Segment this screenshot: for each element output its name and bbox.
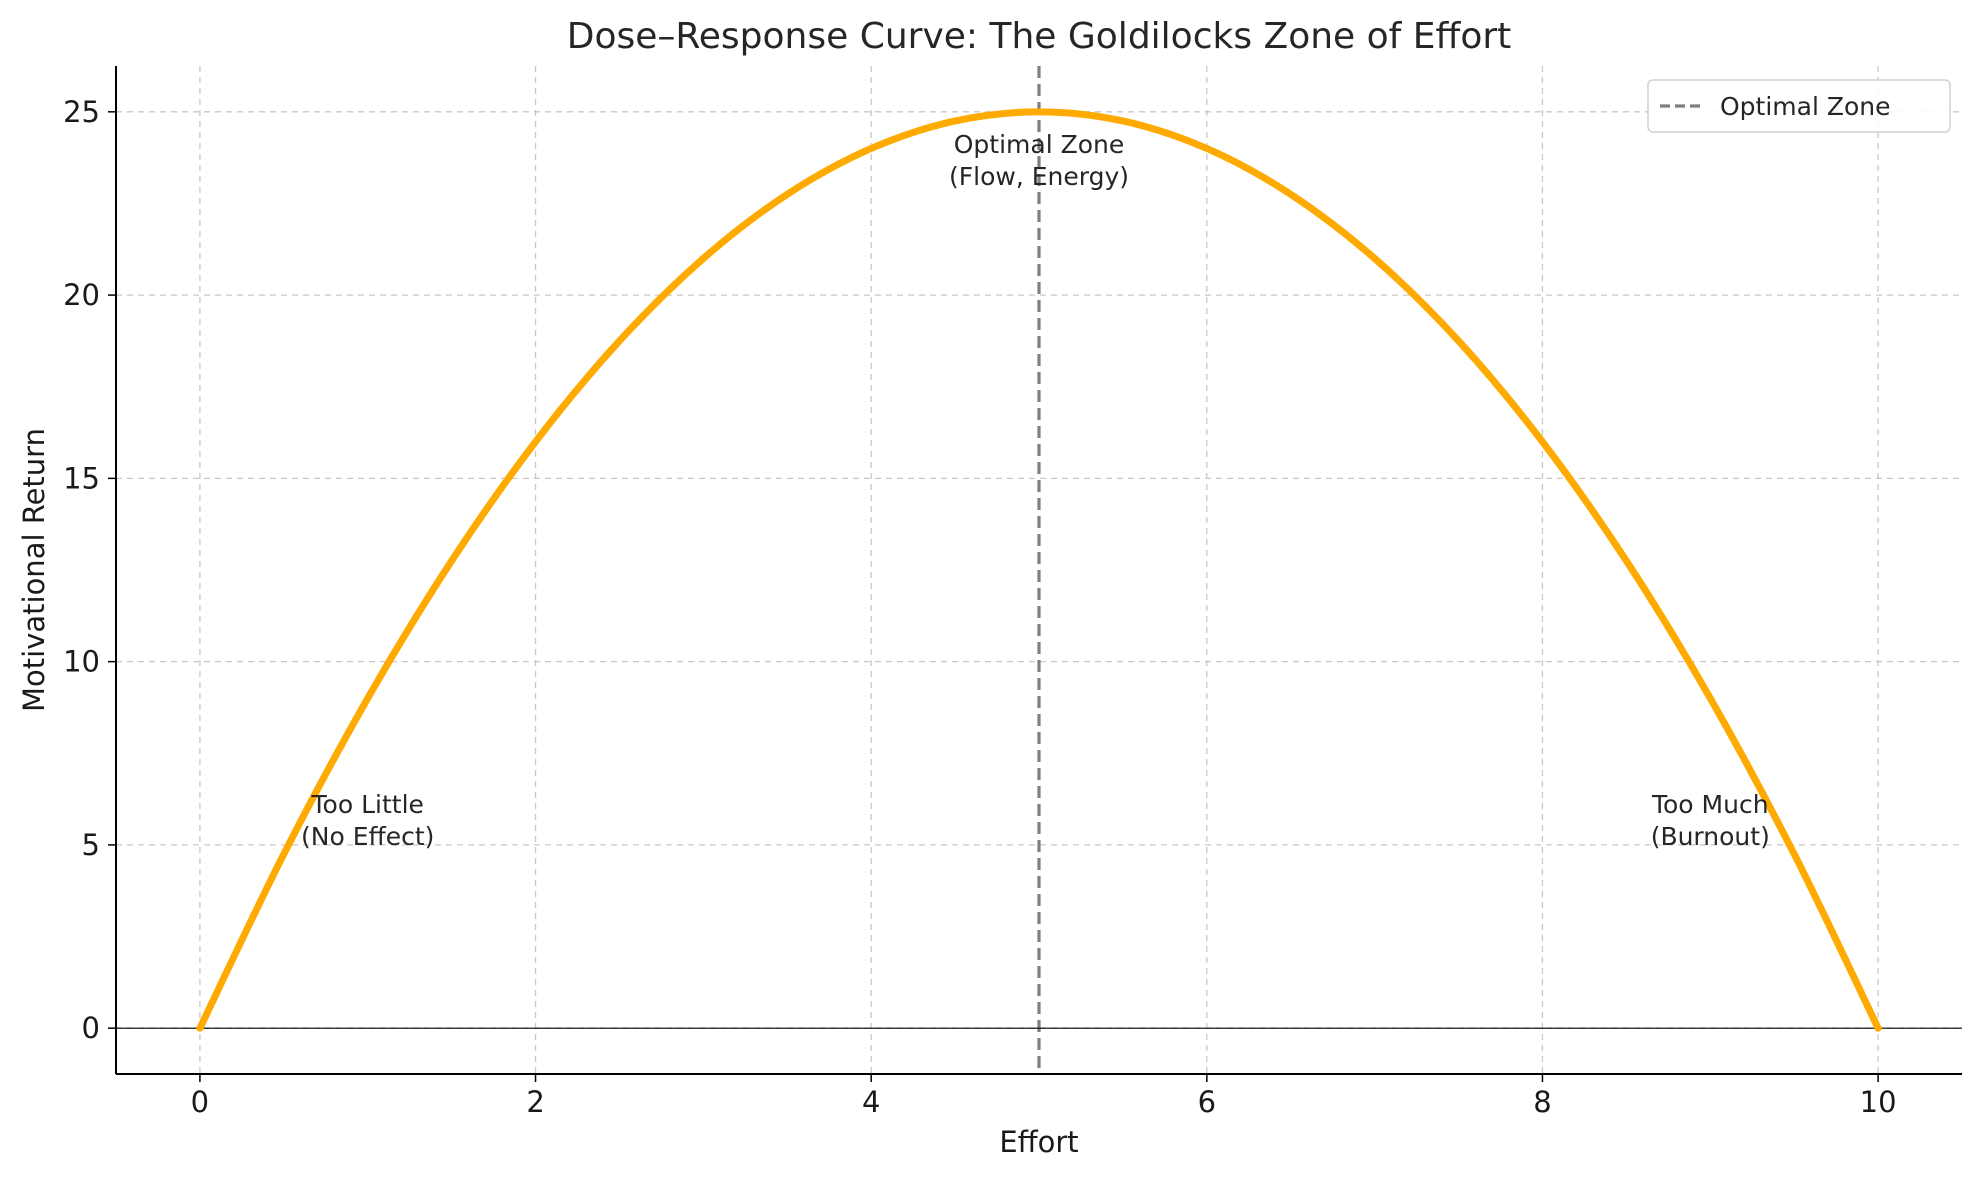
annotation-line: Too Much: [1651, 790, 1769, 819]
x-tick-label: 0: [191, 1085, 209, 1119]
y-tick-label: 20: [63, 278, 100, 312]
axes: [115, 66, 1962, 1075]
x-tick-label: 10: [1860, 1085, 1897, 1119]
x-tick-label: 6: [1198, 1085, 1216, 1119]
grid: [116, 66, 1962, 1074]
annotation-line: Optimal Zone: [954, 130, 1125, 159]
y-tick-label: 5: [82, 828, 100, 862]
y-tick-label: 10: [63, 645, 100, 679]
annotation-line: (Flow, Energy): [949, 162, 1129, 191]
annotation-line: (Burnout): [1651, 822, 1770, 851]
reference-lines: [116, 66, 1962, 1074]
annotation-line: (No Effect): [301, 822, 434, 851]
x-tick-label: 4: [862, 1085, 880, 1119]
y-tick-label: 0: [82, 1011, 100, 1045]
legend: Optimal Zone: [1647, 79, 1951, 133]
annotations: Too Little (No Effect) Optimal Zone (Flow, …: [301, 130, 1770, 851]
tick-labels: 0 2 4 6 8 10 0 5 10 15 20 25: [63, 95, 1896, 1119]
x-axis-title: Effort: [999, 1125, 1078, 1159]
annotation-label: Optimal Zone (Flow, Energy): [949, 130, 1129, 191]
series-line: [196, 108, 1882, 1032]
annotation-label: Too Much (Burnout): [1651, 790, 1770, 851]
chart-title: Dose–Response Curve: The Goldilocks Zone…: [567, 16, 1512, 57]
legend-box: [1647, 79, 1951, 133]
series-layer: [196, 108, 1882, 1032]
annotation-line: Too Little: [311, 790, 424, 819]
y-tick-label: 15: [63, 461, 100, 495]
legend-label: Optimal Zone: [1720, 92, 1891, 121]
x-tick-label: 2: [526, 1085, 544, 1119]
annotation-label: Too Little (No Effect): [301, 790, 434, 851]
y-axis-title: Motivational Return: [17, 428, 51, 712]
x-tick-label: 8: [1533, 1085, 1551, 1119]
y-tick-label: 25: [63, 95, 100, 129]
